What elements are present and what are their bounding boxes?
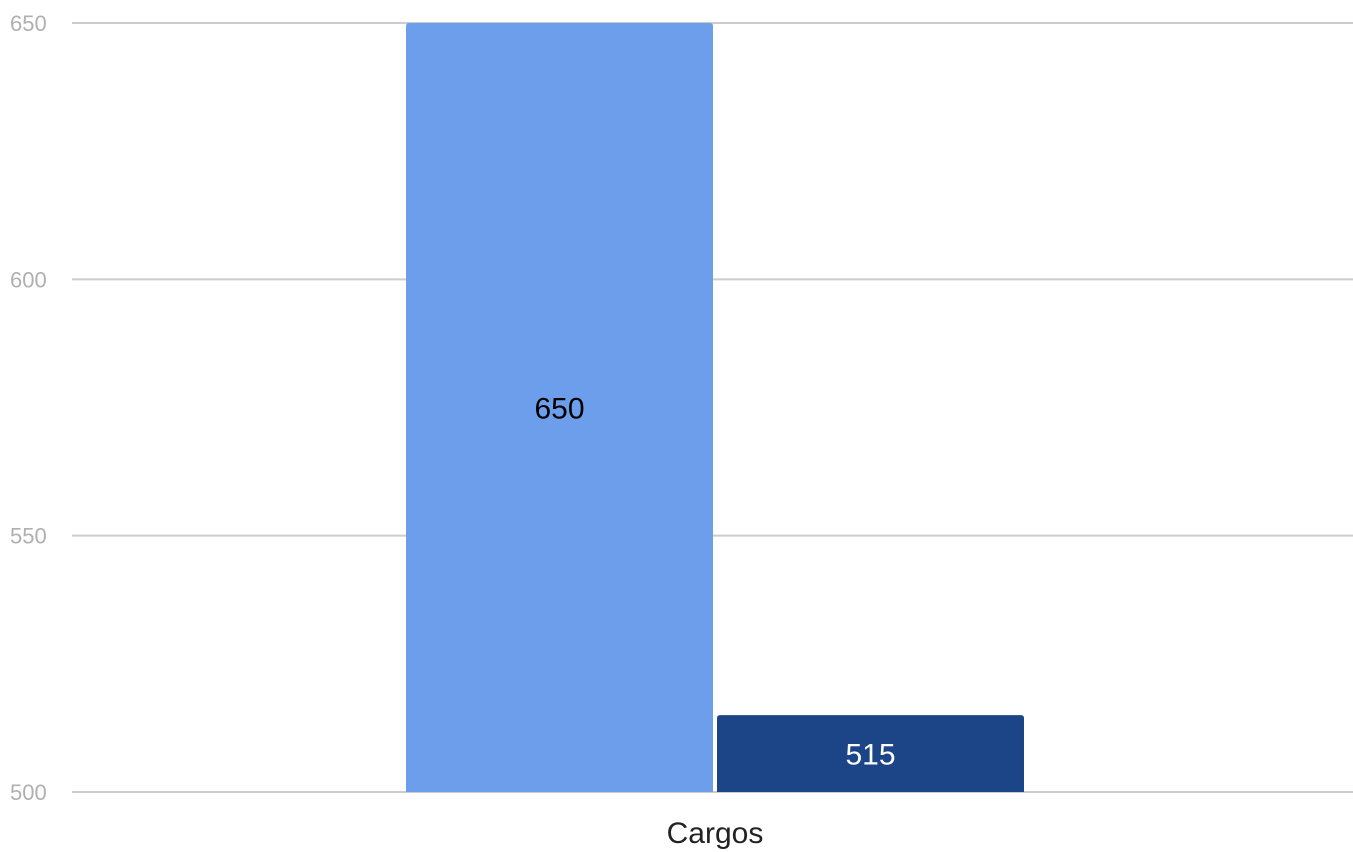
y-tick-label: 550 [10, 524, 47, 549]
x-category-label: Cargos [667, 817, 764, 850]
bar [406, 23, 713, 792]
bars [406, 23, 1024, 792]
y-axis-ticks: 500 550 600 650 [10, 11, 47, 805]
data-label: 515 [845, 739, 895, 772]
y-tick-label: 650 [10, 11, 47, 36]
y-tick-label: 600 [10, 267, 47, 292]
x-axis-categories: Cargos [667, 817, 764, 850]
data-labels: 650 515 [534, 393, 895, 772]
y-tick-label: 500 [10, 780, 47, 805]
data-label: 650 [534, 393, 584, 426]
bar [717, 715, 1024, 792]
